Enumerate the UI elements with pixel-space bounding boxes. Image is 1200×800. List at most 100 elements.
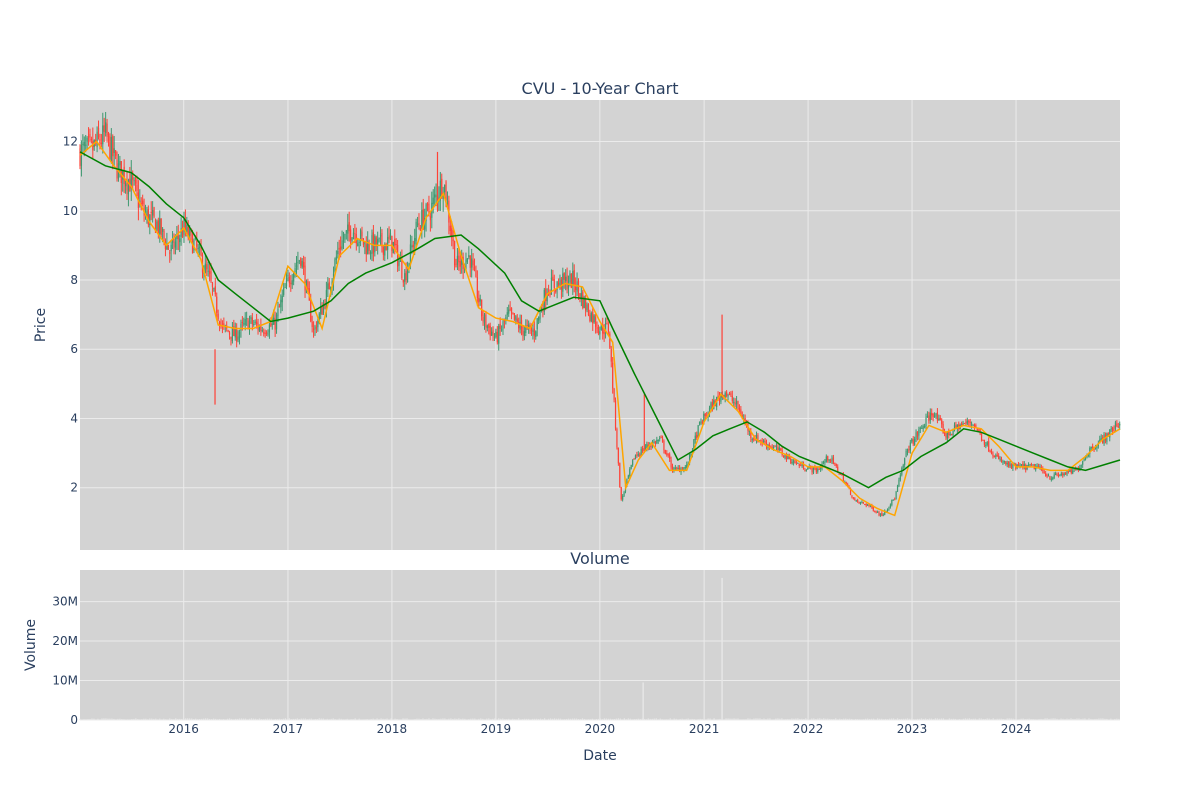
candle-body <box>486 325 488 329</box>
candle-body <box>804 470 806 472</box>
volume-bar <box>1064 719 1066 720</box>
candle-body <box>644 447 647 449</box>
volume-bar <box>555 718 558 720</box>
candle-body <box>669 454 671 459</box>
volume-bar <box>224 719 227 720</box>
volume-bar <box>839 718 841 720</box>
candle-body <box>1029 464 1031 466</box>
candle-body <box>444 184 446 192</box>
candle-body <box>854 498 856 500</box>
candle-body <box>453 241 456 266</box>
volume-bar <box>432 718 434 720</box>
candle-body <box>304 265 306 291</box>
candle-body <box>834 462 836 464</box>
candle-body <box>855 500 857 502</box>
volume-bar <box>1012 718 1014 720</box>
volume-bar <box>861 719 863 720</box>
candle-body <box>800 465 802 467</box>
candle-body <box>411 245 413 248</box>
candle-body <box>399 260 402 262</box>
candle-body <box>666 453 668 455</box>
candle-body <box>955 425 957 428</box>
volume-bar <box>589 719 592 720</box>
volume-bar <box>91 718 93 720</box>
long-moving-average-line <box>79 151 1121 489</box>
volume-bar <box>1030 719 1032 720</box>
volume-bar <box>362 719 364 720</box>
volume-bar <box>821 718 823 720</box>
volume-bar <box>613 719 615 720</box>
candle-body <box>640 448 642 456</box>
volume-bar <box>595 719 598 720</box>
candle-body <box>580 293 582 300</box>
candle-body <box>1032 464 1034 466</box>
candle-body <box>1005 461 1007 464</box>
candle-body <box>980 433 983 441</box>
candle-body <box>899 475 901 480</box>
candle-body <box>988 441 990 451</box>
x-tick-label: 2019 <box>481 722 512 736</box>
candle-body <box>859 502 862 504</box>
volume-y-tick-label: 30M <box>52 595 78 609</box>
candle-body <box>227 330 229 332</box>
candle-body <box>791 462 793 464</box>
volume-bar <box>940 718 942 720</box>
candle-body <box>755 435 758 442</box>
candle-body <box>925 417 927 427</box>
volume-bar <box>490 719 492 720</box>
candle-body <box>815 468 817 473</box>
volume-bar <box>141 719 143 720</box>
volume-bar <box>462 718 464 720</box>
candle-body <box>199 246 201 248</box>
candle-body <box>409 244 412 267</box>
volume-bar <box>878 718 881 720</box>
volume-bar <box>775 718 777 720</box>
volume-bar <box>859 719 861 720</box>
x-tick-label: 2021 <box>689 722 720 736</box>
candle-body <box>671 466 674 471</box>
candle-body <box>488 324 490 328</box>
candle-body <box>1084 458 1087 460</box>
volume-bar <box>948 718 950 720</box>
volume-bar <box>563 719 566 720</box>
volume-bar <box>962 718 964 720</box>
candle-body <box>1049 476 1051 480</box>
candle-body <box>892 499 894 501</box>
volume-bar <box>867 718 869 720</box>
volume-bar <box>966 718 968 720</box>
volume-bar <box>494 718 496 720</box>
volume-bar <box>833 719 835 720</box>
candle-body <box>435 194 437 197</box>
volume-bar <box>320 718 322 720</box>
candle-body <box>858 501 860 503</box>
candle-body <box>670 459 672 468</box>
volume-bar <box>284 718 286 720</box>
volume-bar <box>145 718 147 720</box>
candle-body <box>506 312 508 315</box>
volume-bar <box>749 718 751 720</box>
candle-body <box>218 321 221 326</box>
volume-bar <box>819 718 821 720</box>
volume-bar <box>873 718 875 720</box>
volume-bar <box>916 718 919 720</box>
candle-body <box>99 139 101 144</box>
volume-bar <box>500 718 502 720</box>
volume-bar <box>1028 718 1030 720</box>
candle-body <box>472 260 474 266</box>
candle-body <box>174 241 177 248</box>
volume-bar <box>456 718 458 720</box>
volume-y-tick-label: 0 <box>70 713 78 727</box>
volume-bar <box>1062 718 1064 720</box>
volume-bar <box>747 718 749 720</box>
candle-body <box>928 415 930 421</box>
volume-bar <box>434 718 436 720</box>
volume-bar <box>621 719 623 720</box>
volume-bar <box>787 718 789 720</box>
volume-bar <box>743 719 745 720</box>
volume-bar <box>274 718 277 720</box>
candle-body <box>1107 433 1109 437</box>
candle-body <box>233 326 235 337</box>
volume-bar <box>115 719 117 720</box>
volume-bar <box>183 718 185 720</box>
